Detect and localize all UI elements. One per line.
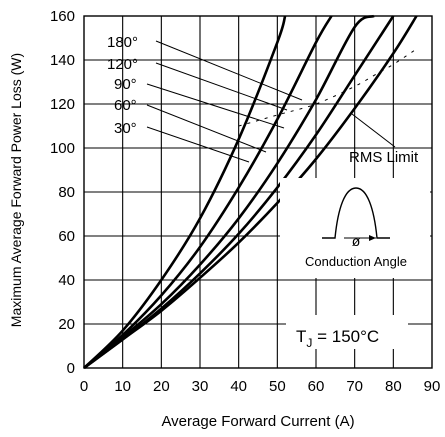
y-tick-label-100: 100 bbox=[50, 140, 75, 157]
series-line-3 bbox=[83, 15, 333, 369]
tj-value: = 150°C bbox=[312, 327, 379, 346]
x-tick-label-90: 90 bbox=[424, 378, 441, 395]
conduction-angle-inset: ø Conduction Angle bbox=[280, 178, 430, 278]
conduction-waveform bbox=[322, 187, 390, 239]
plot-border bbox=[83, 15, 433, 369]
tj-label: TJ = 150°C bbox=[286, 315, 408, 350]
y-tick-label-120: 120 bbox=[50, 96, 75, 113]
series-line-2 bbox=[83, 14, 375, 370]
series-label-60: 60° bbox=[114, 97, 137, 114]
y-tick-label-140: 140 bbox=[50, 52, 75, 69]
series-label-120: 120° bbox=[107, 56, 138, 73]
series-labels: 180° 120° 90° 60° 30° bbox=[107, 34, 138, 137]
x-tick-label-20: 20 bbox=[153, 378, 170, 395]
plot-frame bbox=[83, 15, 433, 369]
x-tick-label-40: 40 bbox=[230, 378, 247, 395]
leader-lines bbox=[146, 40, 396, 163]
tj-symbol: T bbox=[296, 327, 306, 346]
y-tick-label-40: 40 bbox=[58, 272, 75, 289]
x-tick-label-0: 0 bbox=[80, 378, 88, 395]
y-tick-label-60: 60 bbox=[58, 228, 75, 245]
curves bbox=[83, 14, 418, 370]
series-line-1 bbox=[83, 15, 395, 370]
leader-rms bbox=[351, 113, 396, 148]
x-tick-label-60: 60 bbox=[308, 378, 325, 395]
tj-label-background bbox=[286, 315, 408, 349]
tj-text: TJ = 150°C bbox=[296, 327, 379, 350]
series-line-4 bbox=[83, 15, 287, 369]
conduction-angle-label: Conduction Angle bbox=[305, 254, 407, 269]
leader-90 bbox=[146, 83, 285, 129]
y-tick-label-0: 0 bbox=[67, 360, 75, 377]
x-tick-label-50: 50 bbox=[269, 378, 286, 395]
leader-30 bbox=[146, 126, 250, 163]
x-tick-label-30: 30 bbox=[192, 378, 209, 395]
y-tick-label-160: 160 bbox=[50, 8, 75, 25]
series-label-30: 30° bbox=[114, 120, 137, 137]
y-tick-label-20: 20 bbox=[58, 316, 75, 333]
inset-background bbox=[280, 178, 430, 278]
leader-180 bbox=[155, 40, 303, 101]
x-axis-label: Average Forward Current (A) bbox=[161, 413, 354, 430]
x-tick-label-10: 10 bbox=[114, 378, 131, 395]
angle-symbol: ø bbox=[352, 233, 361, 249]
y-tick-label-80: 80 bbox=[58, 184, 75, 201]
leader-60 bbox=[146, 104, 267, 153]
x-tick-label-80: 80 bbox=[385, 378, 402, 395]
y-axis-label: Maximum Average Forward Power Loss (W) bbox=[8, 53, 24, 327]
leader-120 bbox=[155, 62, 288, 111]
tj-subscript: J bbox=[306, 336, 312, 350]
angle-arrow-right bbox=[369, 235, 376, 241]
series-label-180: 180° bbox=[107, 34, 138, 51]
tick-labels: 0 10 20 30 40 50 60 70 80 90 0 20 40 60 80 100 120 140 160 bbox=[50, 8, 440, 395]
series-label-90: 90° bbox=[114, 76, 137, 93]
x-tick-label-70: 70 bbox=[346, 378, 363, 395]
rms-limit-label: RMS Limit bbox=[349, 149, 419, 166]
